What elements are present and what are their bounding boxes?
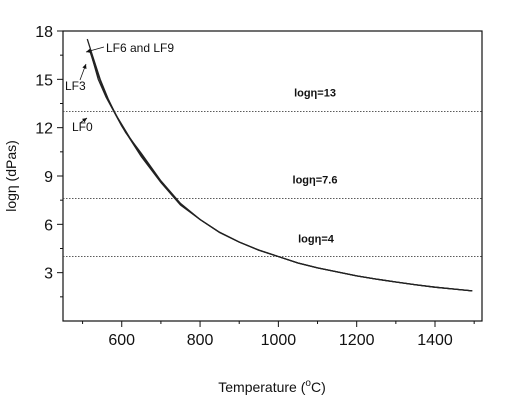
y-tick-label: 9 <box>44 169 53 186</box>
y-tick-label: 15 <box>35 72 53 89</box>
y-tick-label: 3 <box>44 266 53 283</box>
annotation-label: LF3 <box>65 79 86 93</box>
annotation-arrowhead <box>82 64 87 69</box>
x-tick-label: 800 <box>187 332 214 349</box>
series-line <box>86 38 473 292</box>
reference-line-label: logη=13 <box>294 88 336 100</box>
x-axis-label: Temperature (oC) <box>218 378 326 395</box>
plot-frame <box>62 30 483 322</box>
y-tick-label: 18 <box>35 24 53 41</box>
series-line <box>91 58 473 292</box>
reference-line-label: logη=7.6 <box>293 175 338 187</box>
reference-line-label: logη=4 <box>298 234 335 246</box>
reference-lines: logη=13 logη=7.6 logη=4 <box>63 88 482 257</box>
series-layer <box>86 38 473 292</box>
y-axis-label: logη (dPas) <box>3 140 19 212</box>
annotation-label: LF6 and LF9 <box>106 41 174 55</box>
x-tick-label: 1000 <box>261 332 297 349</box>
x-tick-label: 1200 <box>339 332 375 349</box>
y-tick-label: 12 <box>35 121 53 138</box>
x-tick-label: 600 <box>108 332 135 349</box>
annotation-arrowhead <box>86 48 91 53</box>
annotation-arrowhead <box>82 118 87 123</box>
annotations: LF6 and LF9 LF3 LF0 <box>65 41 174 134</box>
y-axis-ticks: 3 6 9 12 15 18 <box>35 24 63 298</box>
x-tick-label: 1400 <box>417 332 453 349</box>
annotation-label: LF0 <box>72 120 93 134</box>
x-axis-ticks: 600 800 1000 1200 1400 <box>82 321 475 349</box>
degree-symbol: o <box>305 378 311 389</box>
y-tick-label: 6 <box>44 217 53 234</box>
series-line <box>89 50 473 292</box>
